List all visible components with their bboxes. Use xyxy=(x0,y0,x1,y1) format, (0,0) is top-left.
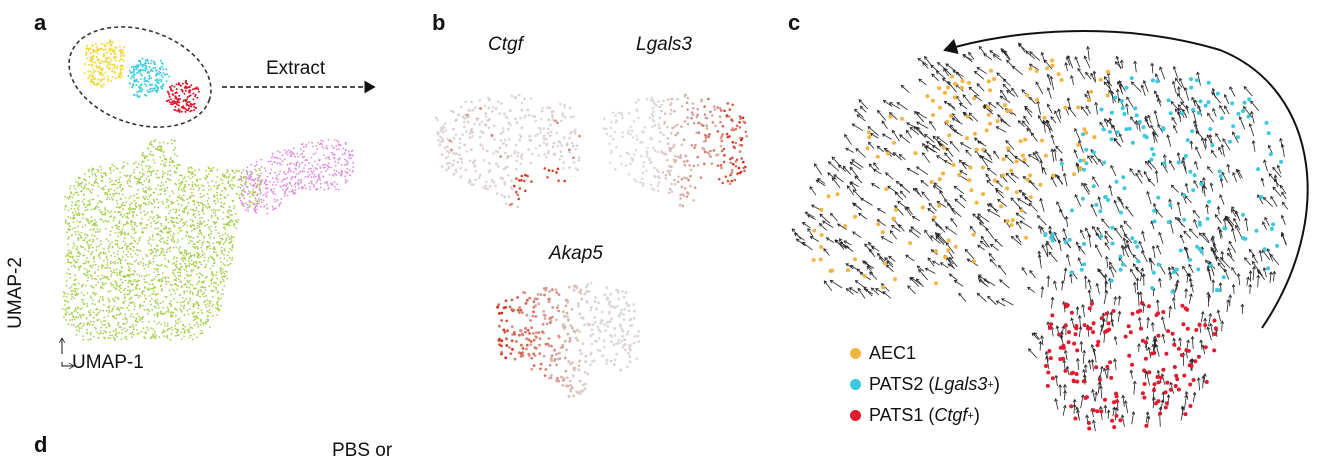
gene-label-akap5: Akap5 xyxy=(549,243,603,265)
extract-selection-ellipse xyxy=(56,10,224,145)
panel-a-umap xyxy=(56,10,374,366)
umap2-axis-label: UMAP-2 xyxy=(5,257,27,329)
feature-plot-akap5 xyxy=(496,282,640,398)
panel-letter-b: b xyxy=(432,10,445,36)
legend-dot-pats2 xyxy=(850,379,861,390)
velocity-legend: AEC1 PATS2 (Lgals3+) PATS1 (Ctgf+) xyxy=(850,338,1000,431)
legend-label-pats1-post: ) xyxy=(974,405,980,426)
umap1-axis-label: UMAP-1 xyxy=(72,352,144,374)
legend-item-aec1: AEC1 xyxy=(850,338,1000,369)
umap-green-cluster xyxy=(62,139,262,341)
legend-label-aec1: AEC1 xyxy=(869,343,916,364)
umap-red-cluster xyxy=(166,80,200,113)
velocity-dots-aec1 xyxy=(812,59,1110,290)
panel-letter-a: a xyxy=(34,10,46,36)
umap-cyan-cluster xyxy=(127,58,170,99)
umap-pink-cluster xyxy=(239,139,354,215)
legend-label-pats2-gene: Lgals3 xyxy=(934,374,987,395)
extract-label: Extract xyxy=(266,58,325,80)
gene-label-lgals3: Lgals3 xyxy=(636,34,692,56)
velocity-dots-pats1 xyxy=(1044,301,1218,431)
legend-label-pats2-pre: PATS2 ( xyxy=(869,374,934,395)
umap-yellow-cluster xyxy=(84,39,126,88)
legend-label-pats1-pre: PATS1 ( xyxy=(869,405,934,426)
panel-letter-d: d xyxy=(34,432,47,458)
gene-label-ctgf: Ctgf xyxy=(488,34,523,56)
legend-dot-pats1 xyxy=(850,410,861,421)
legend-item-pats1: PATS1 (Ctgf+) xyxy=(850,400,1000,431)
legend-label-pats1-gene: Ctgf xyxy=(934,405,967,426)
legend-label-pats2-post: ) xyxy=(994,374,1000,395)
feature-plot-ctgf xyxy=(435,94,581,209)
legend-item-pats2: PATS2 (Lgals3+) xyxy=(850,369,1000,400)
feature-plot-lgals3 xyxy=(603,94,748,208)
panel-letter-c: c xyxy=(788,10,800,36)
legend-dot-aec1 xyxy=(850,348,861,359)
